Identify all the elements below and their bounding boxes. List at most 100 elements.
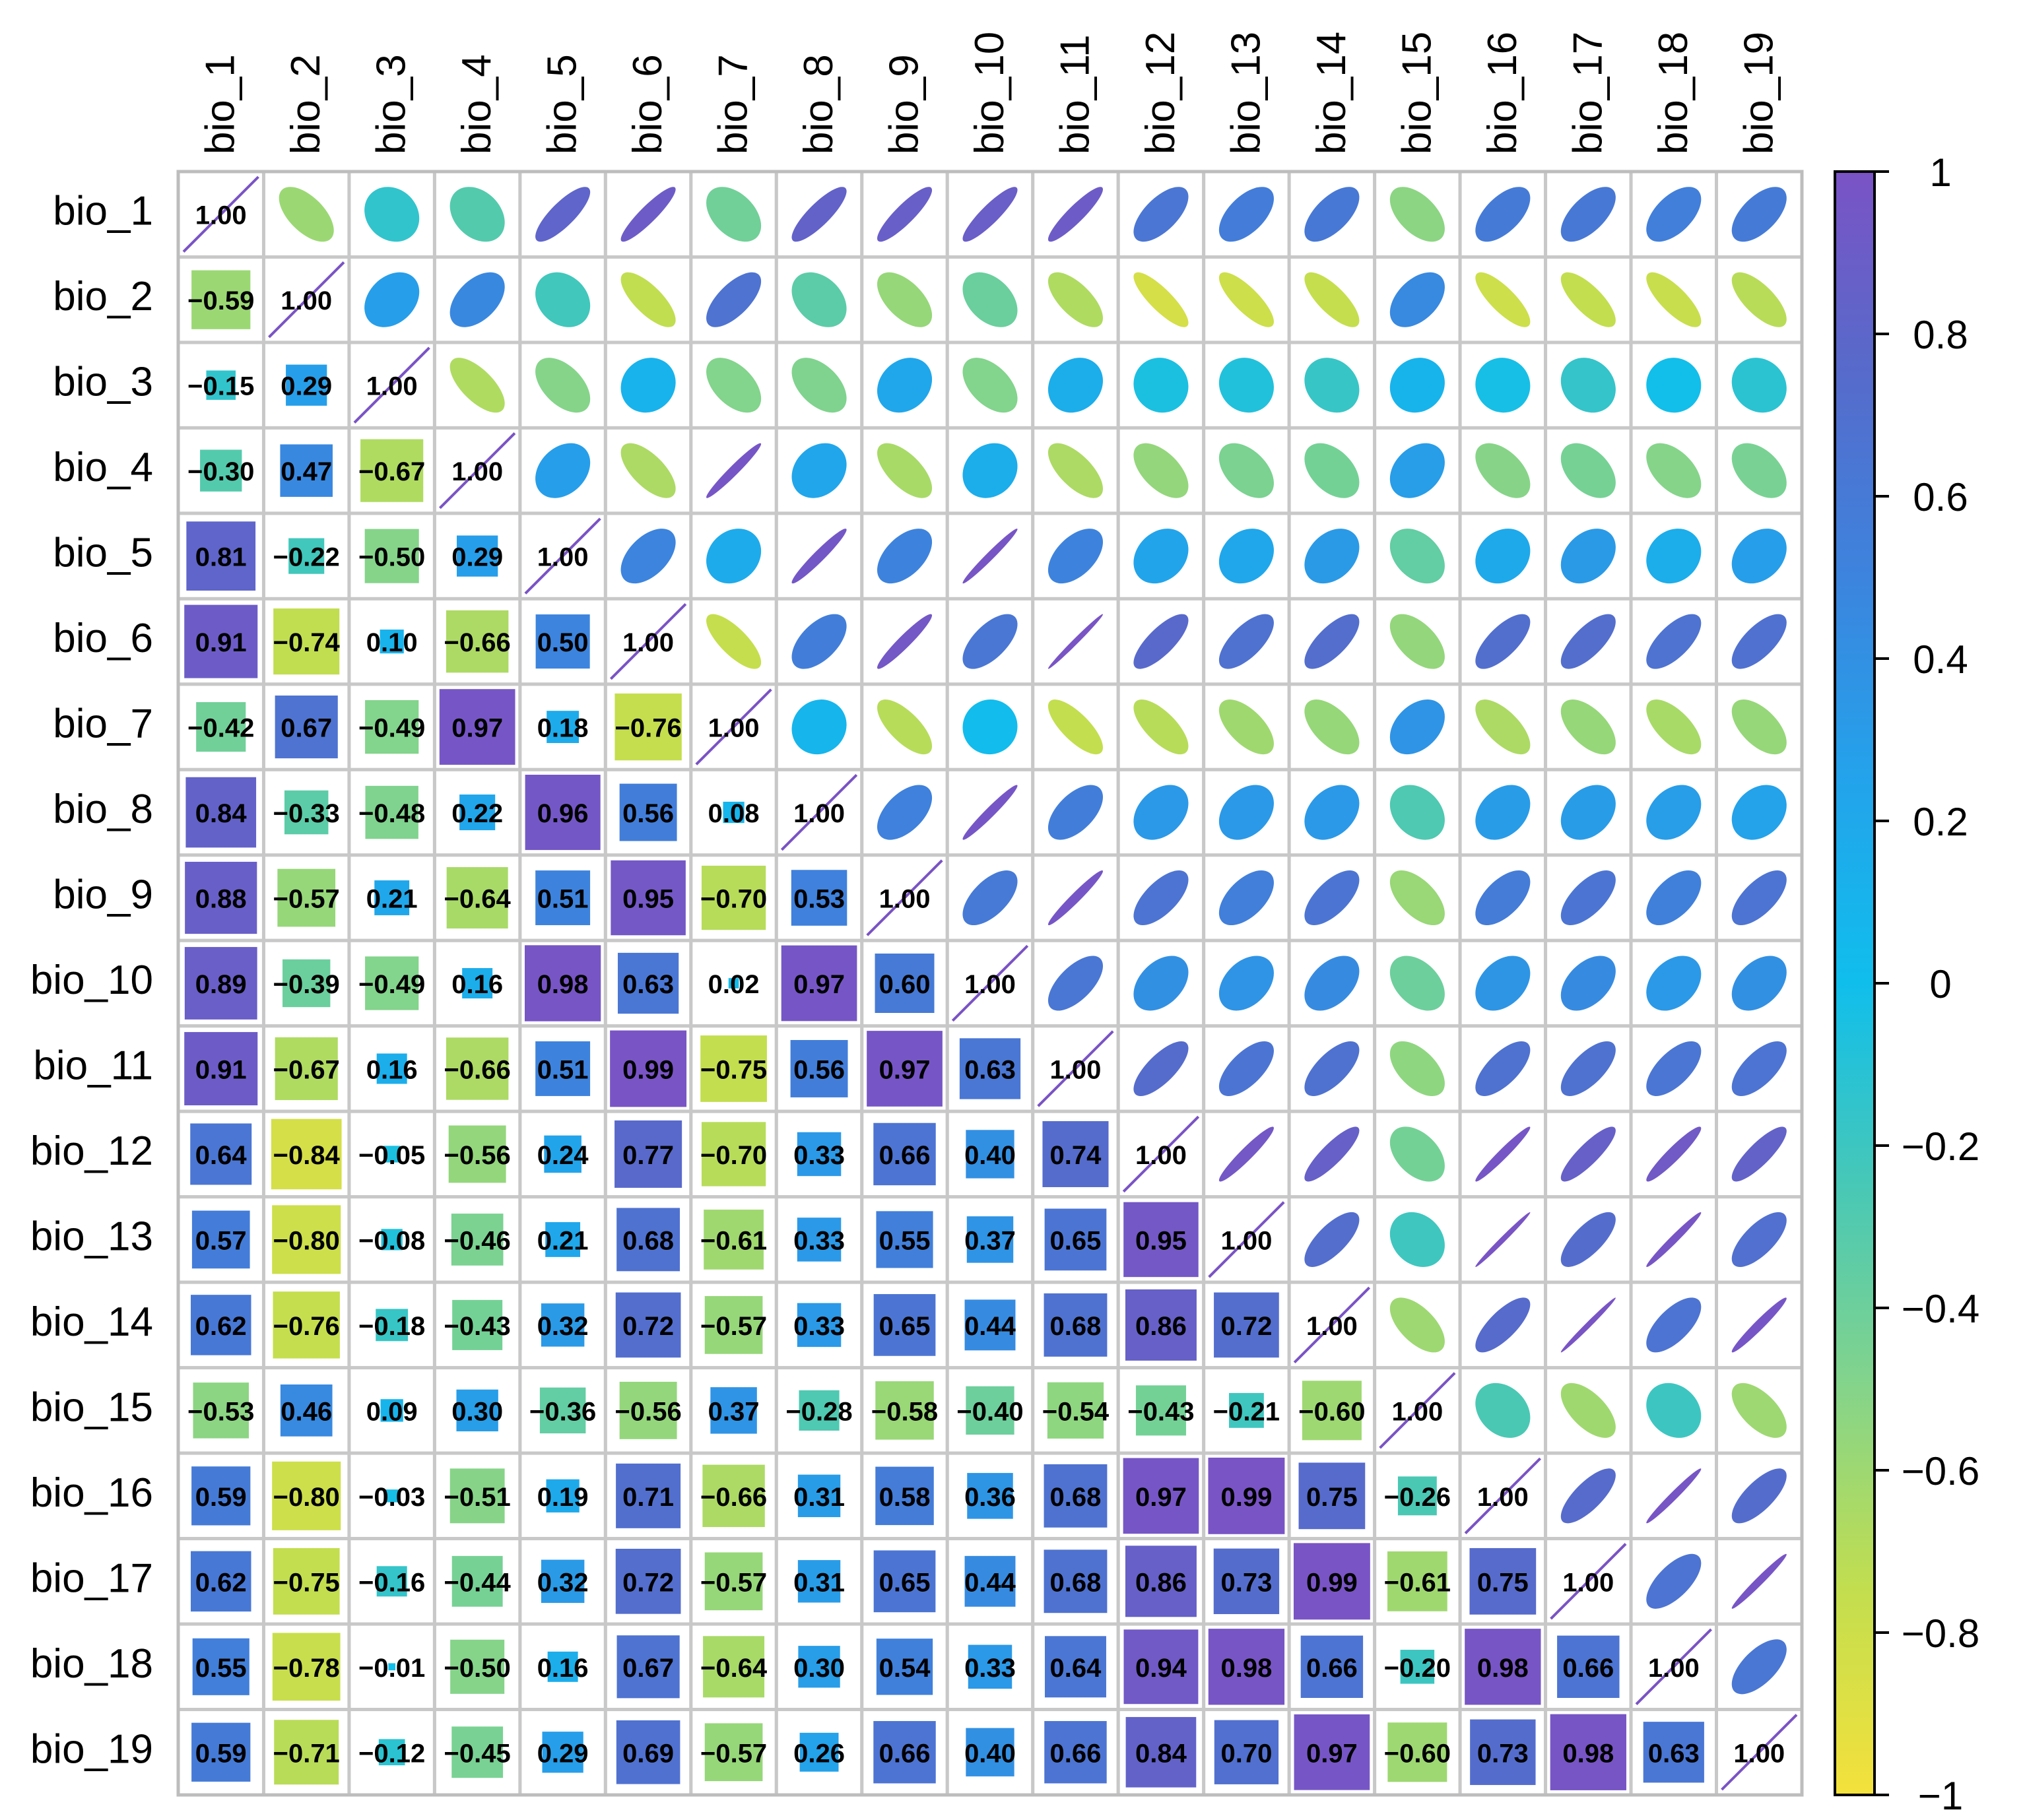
corr-ellipse-bio_4-bio_6 bbox=[620, 443, 676, 498]
value-label-bio_15-bio_15: 1.00 bbox=[1391, 1397, 1443, 1426]
corr-square-bio_8-bio_3 bbox=[364, 785, 419, 840]
corr-ellipse-bio_7-bio_14 bbox=[1304, 699, 1360, 755]
row-label-bio_16: bio_16 bbox=[30, 1470, 153, 1516]
corr-square-bio_18-bio_5 bbox=[547, 1650, 579, 1683]
value-label-bio_10-bio_10: 1.00 bbox=[964, 970, 1016, 999]
corr-square-bio_12-bio_6 bbox=[614, 1119, 683, 1188]
corr-square-bio_19-bio_8 bbox=[799, 1732, 840, 1772]
corr-square-bio_14-bio_8 bbox=[796, 1302, 842, 1348]
corr-square-bio_18-bio_17 bbox=[1556, 1635, 1620, 1699]
corr-ellipse-bio_1-bio_8 bbox=[791, 187, 847, 242]
value-label-bio_13-bio_12: 0.95 bbox=[1135, 1226, 1187, 1255]
corr-square-bio_10-bio_8 bbox=[780, 944, 858, 1022]
value-label-bio_14-bio_12: 0.86 bbox=[1135, 1312, 1187, 1341]
corr-square-bio_15-bio_10 bbox=[965, 1385, 1015, 1436]
corr-ellipse-bio_5-bio_10 bbox=[962, 529, 1018, 584]
value-label-bio_18-bio_17: 0.66 bbox=[1562, 1654, 1614, 1683]
corr-square-bio_11-bio_2 bbox=[274, 1036, 339, 1101]
corr-ellipse-bio_2-bio_3 bbox=[364, 272, 420, 327]
corr-ellipse-bio_2-bio_8 bbox=[791, 272, 847, 327]
col-label-bio_2: bio_2 bbox=[283, 54, 329, 154]
corr-ellipse-bio_3-bio_4 bbox=[449, 358, 505, 413]
corr-square-bio_3-bio_2 bbox=[285, 364, 328, 406]
corr-square-bio_14-bio_13 bbox=[1213, 1291, 1280, 1359]
value-label-bio_15-bio_5: −0.36 bbox=[529, 1397, 596, 1426]
corr-ellipse-bio_1-bio_19 bbox=[1731, 187, 1787, 242]
corr-ellipse-bio_2-bio_13 bbox=[1218, 272, 1274, 327]
corr-ellipse-bio_7-bio_18 bbox=[1646, 699, 1702, 755]
diagonal-line-bio_18 bbox=[1635, 1628, 1712, 1705]
corr-ellipse-bio_2-bio_18 bbox=[1646, 272, 1702, 327]
col-label-bio_16: bio_16 bbox=[1480, 32, 1525, 154]
col-label-bio_8: bio_8 bbox=[796, 54, 842, 154]
corr-square-bio_3-bio_1 bbox=[205, 370, 236, 401]
value-label-bio_19-bio_10: 0.40 bbox=[964, 1739, 1016, 1768]
corr-ellipse-bio_3-bio_19 bbox=[1731, 358, 1787, 413]
corr-square-bio_13-bio_11 bbox=[1044, 1208, 1108, 1272]
value-label-bio_14-bio_14: 1.00 bbox=[1306, 1312, 1358, 1341]
corr-ellipse-bio_15-bio_16 bbox=[1475, 1382, 1531, 1438]
corr-ellipse-bio_1-bio_16 bbox=[1475, 187, 1531, 242]
corr-ellipse-bio_13-bio_18 bbox=[1646, 1212, 1702, 1267]
corr-ellipse-bio_3-bio_16 bbox=[1475, 358, 1531, 413]
corr-ellipse-bio_1-bio_6 bbox=[620, 187, 676, 242]
corr-ellipse-bio_4-bio_12 bbox=[1133, 443, 1189, 498]
value-label-bio_18-bio_10: 0.33 bbox=[964, 1654, 1016, 1683]
value-label-bio_13-bio_9: 0.55 bbox=[879, 1226, 931, 1255]
corr-ellipse-bio_10-bio_17 bbox=[1560, 956, 1616, 1011]
corr-ellipse-bio_16-bio_19 bbox=[1731, 1468, 1787, 1524]
col-label-bio_4: bio_4 bbox=[454, 54, 500, 154]
corr-square-bio_15-bio_2 bbox=[279, 1384, 333, 1437]
corr-ellipse-bio_1-bio_9 bbox=[877, 187, 933, 242]
corr-square-bio_19-bio_11 bbox=[1044, 1720, 1108, 1784]
value-label-bio_12-bio_6: 0.77 bbox=[622, 1141, 674, 1170]
diagonal-line-bio_10 bbox=[951, 944, 1029, 1022]
value-label-bio_2-bio_2: 1.00 bbox=[281, 286, 332, 315]
value-label-bio_14-bio_9: 0.65 bbox=[879, 1312, 931, 1341]
corr-ellipse-bio_6-bio_17 bbox=[1560, 614, 1616, 669]
corr-ellipse-bio_2-bio_4 bbox=[449, 272, 505, 327]
corr-ellipse-bio_1-bio_14 bbox=[1304, 187, 1360, 242]
corr-ellipse-bio_4-bio_7 bbox=[706, 443, 762, 498]
corr-square-bio_12-bio_1 bbox=[189, 1122, 253, 1186]
value-label-bio_7-bio_5: 0.18 bbox=[537, 714, 589, 743]
corr-square-bio_6-bio_5 bbox=[535, 614, 591, 670]
value-label-bio_16-bio_3: −0.03 bbox=[358, 1483, 425, 1512]
value-label-bio_16-bio_13: 0.99 bbox=[1220, 1483, 1272, 1512]
corr-ellipse-bio_6-bio_18 bbox=[1646, 614, 1702, 669]
value-label-bio_15-bio_8: −0.28 bbox=[785, 1397, 852, 1426]
corr-ellipse-bio_1-bio_17 bbox=[1560, 187, 1616, 242]
value-label-bio_5-bio_3: −0.50 bbox=[358, 543, 425, 572]
value-label-bio_5-bio_2: −0.22 bbox=[273, 543, 340, 572]
corr-ellipse-bio_6-bio_15 bbox=[1389, 614, 1445, 669]
corr-ellipse-bio_15-bio_18 bbox=[1646, 1382, 1702, 1438]
corr-square-bio_12-bio_5 bbox=[543, 1134, 582, 1174]
value-label-bio_10-bio_7: 0.02 bbox=[708, 970, 760, 999]
value-label-bio_9-bio_6: 0.95 bbox=[622, 885, 674, 914]
corr-ellipse-bio_9-bio_19 bbox=[1731, 870, 1787, 926]
corr-square-bio_12-bio_11 bbox=[1042, 1120, 1110, 1188]
value-label-bio_9-bio_1: 0.88 bbox=[195, 885, 247, 914]
corr-square-bio_4-bio_1 bbox=[199, 449, 243, 492]
col-label-bio_19: bio_19 bbox=[1736, 32, 1781, 154]
row-label-bio_14: bio_14 bbox=[30, 1299, 153, 1345]
value-label-bio_16-bio_2: −0.80 bbox=[273, 1483, 340, 1512]
row-label-bio_19: bio_19 bbox=[30, 1726, 153, 1772]
corr-square-bio_18-bio_8 bbox=[797, 1645, 841, 1689]
corr-square-bio_13-bio_12 bbox=[1123, 1201, 1199, 1278]
colorbar-tick-label: −0.8 bbox=[1902, 1611, 1979, 1656]
corr-ellipse-bio_8-bio_14 bbox=[1304, 785, 1360, 840]
corr-ellipse-bio_11-bio_16 bbox=[1475, 1041, 1531, 1097]
corr-square-bio_16-bio_2 bbox=[271, 1460, 342, 1531]
corr-square-bio_12-bio_3 bbox=[383, 1145, 401, 1163]
corr-square-bio_13-bio_9 bbox=[875, 1210, 934, 1269]
corr-ellipse-bio_9-bio_13 bbox=[1218, 870, 1274, 926]
corr-ellipse-bio_4-bio_16 bbox=[1475, 443, 1531, 498]
corr-ellipse-bio_17-bio_18 bbox=[1646, 1553, 1702, 1609]
row-label-bio_9: bio_9 bbox=[53, 872, 153, 918]
corr-ellipse-bio_1-bio_12 bbox=[1133, 187, 1189, 242]
corr-square-bio_17-bio_5 bbox=[540, 1559, 585, 1604]
value-label-bio_18-bio_16: 0.98 bbox=[1477, 1654, 1529, 1683]
corr-ellipse-bio_8-bio_13 bbox=[1218, 785, 1274, 840]
corr-square-bio_6-bio_1 bbox=[183, 604, 259, 679]
